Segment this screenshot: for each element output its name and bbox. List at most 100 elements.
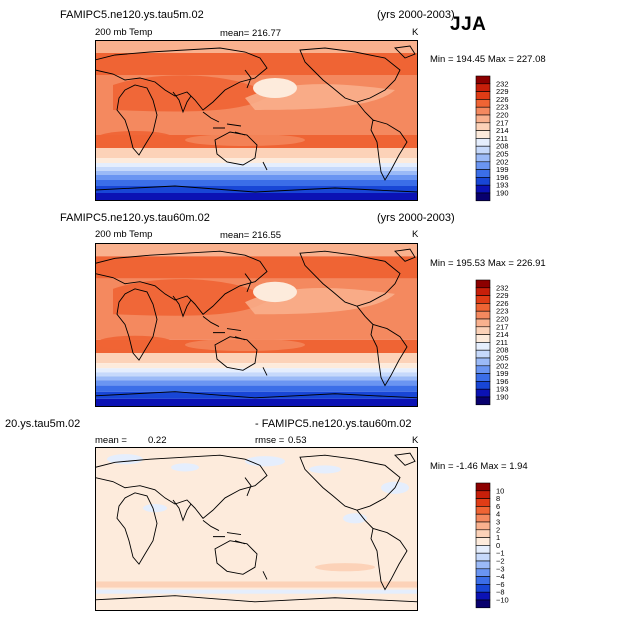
panel1-colorbar-box	[475, 138, 491, 147]
panel1-temp-band	[95, 40, 418, 53]
panel3-colorbar-label: −4	[496, 572, 505, 581]
panel3-mean-value: 0.22	[148, 435, 167, 446]
panel1-colorbar-box	[475, 114, 491, 124]
panel2-colorbar-box	[475, 295, 491, 304]
panel3-colorbar-label: −10	[496, 596, 509, 605]
panel1-mean: mean= 216.77	[220, 28, 282, 39]
panel1-colorbar-box	[475, 145, 491, 155]
panel3-colorbar-box	[475, 545, 491, 554]
panel1-colorbar-label: 205	[496, 150, 509, 159]
panel1-temp-band	[95, 158, 418, 163]
panel3-colorbar-box	[475, 498, 491, 507]
panel1-colorbar-box	[475, 99, 491, 108]
panel2-minmax: Min = 195.53 Max = 226.91	[430, 258, 546, 269]
panel1-coastline	[95, 47, 268, 111]
panel2-temp-band	[95, 380, 418, 386]
panel3-coastline	[356, 509, 374, 529]
panel1-colorbar-label: 190	[496, 189, 509, 198]
panel1-colorbar-box	[475, 83, 491, 92]
panel2-colorbar-label: 196	[496, 377, 509, 386]
panel2-tropical-mid	[185, 338, 305, 351]
panel2-mean: mean= 216.55	[220, 230, 282, 241]
panel2-temp-band	[95, 398, 418, 407]
panel1-colorbar-box	[475, 75, 491, 85]
panel2-colorbar-box	[475, 373, 491, 382]
panel2-colorbar-box	[475, 334, 491, 343]
panel3-units: K	[412, 435, 419, 446]
panel1-colorbar-box	[475, 161, 491, 170]
panel2-colorbar-box	[475, 303, 491, 312]
panel1-colorbar-label: 214	[496, 126, 509, 135]
panel3-colorbar-label: −3	[496, 564, 505, 573]
panel1-warm-anomaly	[113, 75, 270, 112]
panel1-coastline	[202, 111, 246, 136]
panel1-colorbar-label: 229	[496, 87, 509, 96]
panel2-colorbar-label: 229	[496, 291, 509, 300]
panel1-tropical-warm	[97, 131, 173, 145]
panel2-coastline	[95, 250, 268, 315]
panel2-cool-patch	[253, 281, 297, 303]
panel2-colorbar-label: 199	[496, 369, 509, 378]
panel3-colorbar-box	[475, 568, 491, 577]
panel3-colorbar-box	[475, 576, 491, 585]
panel2-coastline	[394, 248, 416, 262]
panel3-colorbar-label: 3	[496, 518, 500, 527]
panel3-colorbar-box	[475, 521, 491, 531]
panel3-colorbar-box	[475, 591, 491, 601]
panel1-coastline	[394, 45, 416, 59]
panel1-colorbar-label: 193	[496, 181, 509, 190]
panel3-coastlines	[95, 452, 418, 603]
panel2-map-frame	[95, 243, 418, 407]
panel3-coastline	[244, 477, 252, 497]
panel3-diff-band-neg	[95, 589, 418, 594]
season-label: JJA	[450, 14, 487, 35]
panel2-colorbar-box	[475, 396, 491, 406]
panel2-warm-anomaly	[113, 279, 270, 316]
panel3-colorbar-box	[475, 513, 491, 523]
panel2-temp-band	[95, 256, 418, 279]
panel3-diff-positive	[315, 563, 375, 572]
panel2-title-right: (yrs 2000-2003)	[377, 212, 455, 224]
panel3-coastline	[370, 527, 408, 591]
panel1-colorbar-label: 211	[496, 134, 508, 143]
panel2-colorbar-label: 208	[496, 346, 509, 355]
panel1-temp-band	[95, 193, 418, 201]
panel3-colorbar-label: −6	[496, 580, 505, 589]
panel2-title-left: FAMIPC5.ne120.ys.tau60m.02	[60, 212, 210, 224]
panel1-temp-band	[95, 167, 418, 171]
panel3-mean-label: mean =	[95, 435, 127, 446]
panel3-colorbar-label: 8	[496, 494, 500, 503]
panel2-colorbar-box	[475, 318, 491, 328]
panel2-temp-band	[95, 385, 418, 392]
panel3-colorbar-box	[475, 490, 491, 499]
panel2-colorbar-box	[475, 349, 491, 359]
panel1-colorbar-box	[475, 153, 491, 163]
panel1-title-right: (yrs 2000-2003)	[377, 9, 455, 21]
panel2-coastline	[214, 336, 258, 371]
panel1-temp-band	[95, 175, 418, 180]
panel2-coastline	[299, 250, 401, 307]
panel1-colorbar-box	[475, 192, 491, 202]
panel2-colorbar-box	[475, 388, 491, 398]
panel3-diff-band-pos	[95, 581, 418, 588]
panel2-colorbar-label: 226	[496, 299, 509, 308]
panel1-colorbar-box	[475, 169, 491, 178]
panel2-units: K	[412, 229, 419, 240]
panel3-diff-negative	[245, 456, 285, 467]
panel2-colorbar-box	[475, 357, 491, 367]
panel3-colorbar-box	[475, 599, 491, 609]
panel2-colorbar-label: 190	[496, 393, 509, 402]
panel1-coastline	[95, 185, 418, 193]
panel3-coastline	[116, 492, 158, 565]
panel1-map-frame	[95, 40, 418, 201]
panel3-coastline	[214, 540, 258, 575]
panel3-colorbar-box	[475, 506, 491, 515]
panel2-colorbar-label: 232	[496, 283, 509, 292]
panel1-colorbar-box	[475, 122, 491, 131]
panel1-colorbar-label: 217	[496, 118, 509, 127]
map-panel1	[95, 40, 418, 201]
panel2-temp-band	[95, 363, 418, 369]
panel2-colorbar-label: 217	[496, 322, 509, 331]
panel1-colorbar-label: 199	[496, 165, 509, 174]
panel1-colorbar-label: 226	[496, 95, 509, 104]
